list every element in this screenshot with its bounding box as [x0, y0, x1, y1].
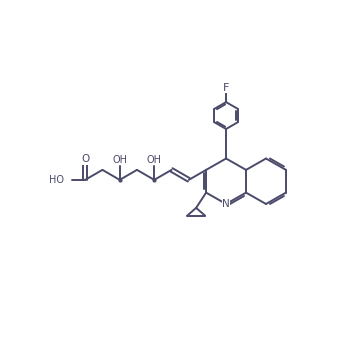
Text: OH: OH	[112, 155, 127, 165]
Text: F: F	[223, 83, 229, 93]
Text: HO: HO	[49, 175, 64, 185]
Text: O: O	[81, 154, 89, 165]
Text: N: N	[222, 199, 230, 209]
Text: OH: OH	[147, 155, 162, 165]
